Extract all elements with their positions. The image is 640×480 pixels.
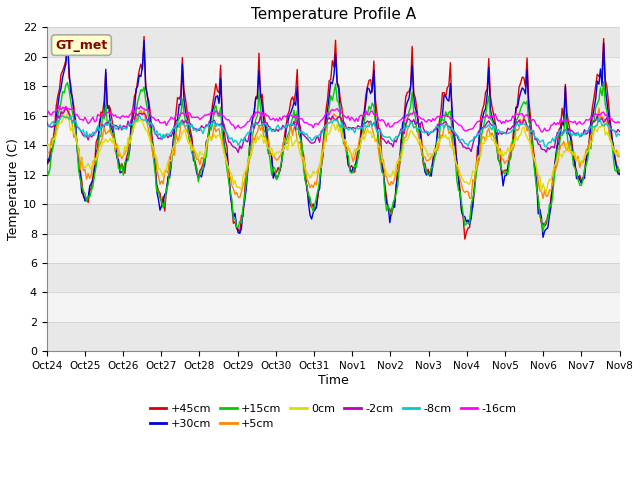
- Bar: [47, 116, 620, 145]
- Bar: [47, 234, 620, 263]
- Bar: [47, 27, 620, 57]
- Bar: [47, 322, 620, 351]
- Bar: [47, 204, 620, 234]
- Bar: [47, 145, 620, 175]
- X-axis label: Time: Time: [318, 374, 349, 387]
- Title: Temperature Profile A: Temperature Profile A: [251, 7, 416, 22]
- Bar: [47, 86, 620, 116]
- Bar: [47, 175, 620, 204]
- Bar: [47, 57, 620, 86]
- Bar: [47, 263, 620, 292]
- Text: GT_met: GT_met: [55, 38, 108, 52]
- Y-axis label: Temperature (C): Temperature (C): [7, 138, 20, 240]
- Legend: +45cm, +30cm, +15cm, +5cm, 0cm, -2cm, -8cm, -16cm: +45cm, +30cm, +15cm, +5cm, 0cm, -2cm, -8…: [145, 399, 521, 433]
- Bar: [47, 292, 620, 322]
